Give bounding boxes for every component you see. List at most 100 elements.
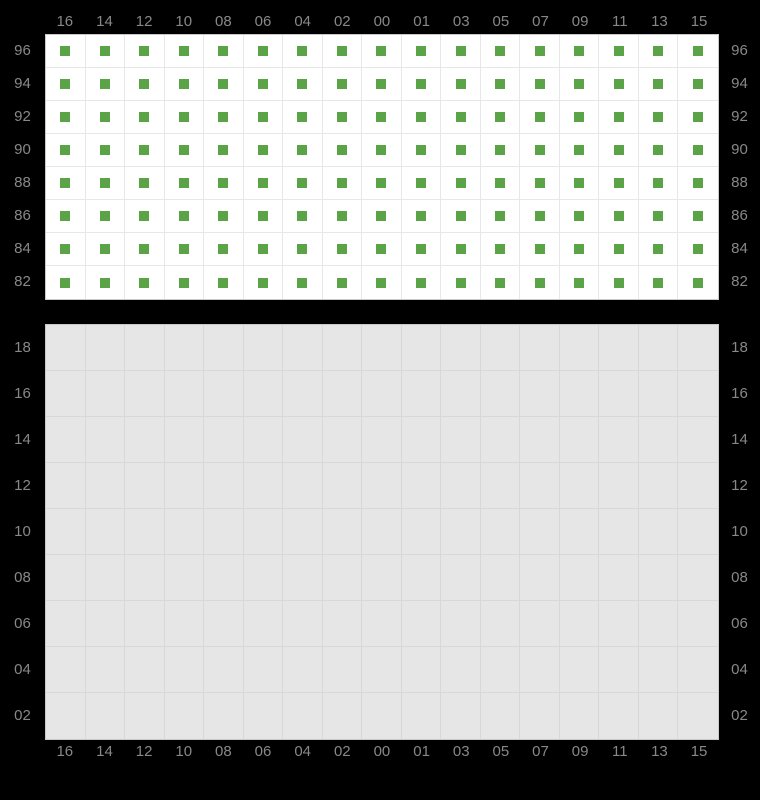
- slot-marker-icon: [456, 46, 466, 56]
- grid-cell: [441, 693, 481, 739]
- grid-cell: [362, 555, 402, 601]
- slot-marker-icon: [535, 145, 545, 155]
- grid-cell: [323, 167, 363, 200]
- grid-cell: [283, 647, 323, 693]
- slot-marker-icon: [614, 79, 624, 89]
- grid-cell: [481, 463, 521, 509]
- grid-cell: [323, 463, 363, 509]
- grid-cell: [520, 233, 560, 266]
- grid-cell: [46, 233, 86, 266]
- slot-marker-icon: [258, 244, 268, 254]
- grid-cell: [125, 233, 165, 266]
- row-label: 88: [719, 166, 760, 199]
- grid-cell: [402, 101, 442, 134]
- grid-cell: [560, 35, 600, 68]
- grid-cell: [46, 555, 86, 601]
- grid-cell: [125, 555, 165, 601]
- col-label: 01: [402, 10, 442, 34]
- slot-marker-icon: [693, 278, 703, 288]
- slot-marker-icon: [139, 112, 149, 122]
- grid-cell: [323, 325, 363, 371]
- grid-cell: [165, 371, 205, 417]
- grid-cell: [599, 463, 639, 509]
- grid-cell: [86, 233, 126, 266]
- grid-cell: [323, 134, 363, 167]
- row-label: 96: [719, 34, 760, 67]
- slot-marker-icon: [100, 112, 110, 122]
- grid-cell: [560, 601, 600, 647]
- slot-marker-icon: [218, 244, 228, 254]
- col-label: 05: [481, 10, 521, 34]
- grid-cell: [362, 693, 402, 739]
- grid-cell: [678, 371, 718, 417]
- grid-cell: [125, 371, 165, 417]
- row-label: 84: [0, 232, 45, 265]
- grid-cell: [441, 134, 481, 167]
- grid-cell: [362, 371, 402, 417]
- grid-cell: [125, 68, 165, 101]
- grid-cell: [599, 167, 639, 200]
- grid-cell: [165, 417, 205, 463]
- grid-cell: [244, 371, 284, 417]
- row-label: 92: [719, 100, 760, 133]
- slot-marker-icon: [495, 211, 505, 221]
- grid-cell: [244, 509, 284, 555]
- row-label: 94: [719, 67, 760, 100]
- col-label: 04: [283, 10, 323, 34]
- grid-cell: [481, 509, 521, 555]
- grid-cell: [599, 134, 639, 167]
- grid-cell: [204, 463, 244, 509]
- col-label: 09: [560, 740, 600, 764]
- grid-cell: [402, 371, 442, 417]
- slot-marker-icon: [693, 112, 703, 122]
- slot-marker-icon: [416, 112, 426, 122]
- row-label: 14: [0, 416, 45, 462]
- grid-cell: [125, 167, 165, 200]
- slot-marker-icon: [179, 79, 189, 89]
- slot-marker-icon: [653, 244, 663, 254]
- slot-marker-icon: [535, 112, 545, 122]
- slot-marker-icon: [100, 145, 110, 155]
- grid-cell: [362, 233, 402, 266]
- row-label: 92: [0, 100, 45, 133]
- grid-cell: [244, 266, 284, 299]
- grid-cell: [46, 693, 86, 739]
- slot-marker-icon: [60, 178, 70, 188]
- grid-cell: [481, 200, 521, 233]
- col-label: 08: [204, 740, 244, 764]
- grid-cell: [520, 167, 560, 200]
- slot-marker-icon: [179, 112, 189, 122]
- grid-cell: [283, 555, 323, 601]
- col-label: 07: [521, 740, 561, 764]
- grid-cell: [441, 601, 481, 647]
- grid-cell: [244, 555, 284, 601]
- col-label: 03: [441, 740, 481, 764]
- slot-marker-icon: [535, 178, 545, 188]
- grid-cell: [441, 101, 481, 134]
- slot-marker-icon: [456, 278, 466, 288]
- grid-cell: [165, 233, 205, 266]
- col-label: 11: [600, 740, 640, 764]
- slot-marker-icon: [258, 79, 268, 89]
- grid-cell: [244, 134, 284, 167]
- grid-cell: [204, 200, 244, 233]
- grid-cell: [283, 134, 323, 167]
- grid-cell: [639, 233, 679, 266]
- grid-cell: [165, 325, 205, 371]
- grid-cell: [520, 68, 560, 101]
- slot-marker-icon: [60, 46, 70, 56]
- grid-cell: [678, 417, 718, 463]
- row-label: 04: [0, 646, 45, 692]
- col-label: 12: [124, 740, 164, 764]
- grid-cell: [481, 601, 521, 647]
- grid-cell: [244, 200, 284, 233]
- grid-cell: [46, 509, 86, 555]
- slot-marker-icon: [535, 79, 545, 89]
- col-label: 00: [362, 740, 402, 764]
- slot-marker-icon: [653, 46, 663, 56]
- grid-cell: [244, 68, 284, 101]
- col-label: 14: [85, 740, 125, 764]
- grid-cell: [560, 371, 600, 417]
- grid-cell: [639, 371, 679, 417]
- grid-cell: [165, 200, 205, 233]
